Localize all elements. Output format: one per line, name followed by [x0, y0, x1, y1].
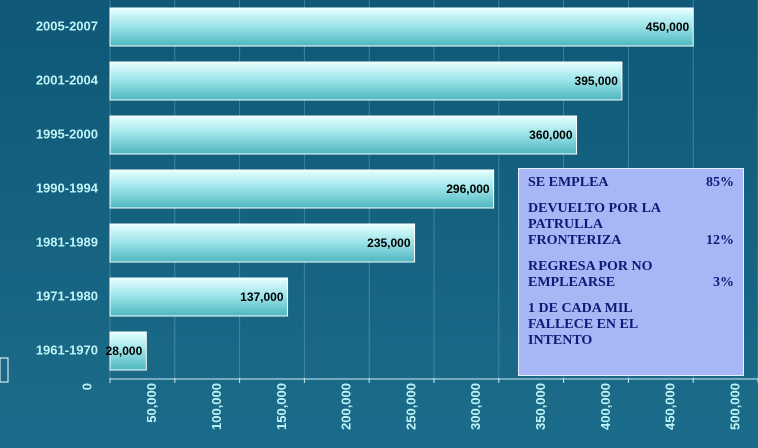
- x-tick-label: 100,000: [209, 383, 224, 430]
- annotation-text: SE EMPLEA: [528, 175, 609, 190]
- annotation-box: SE EMPLEA 85% DEVUELTO POR LA PATRULLA FRO…: [518, 168, 744, 376]
- annotation-text: 1 DE CADA MIL FALLECE EN EL INTENTO: [528, 301, 638, 348]
- y-tick-label: 2001-2004: [36, 72, 99, 87]
- y-tick-label: 1981-1989: [36, 234, 98, 249]
- x-tick-label: 300,000: [468, 383, 483, 430]
- x-tick-label: 500,000: [727, 383, 742, 430]
- bar: [109, 7, 694, 47]
- annotation-value: 85%: [706, 175, 734, 190]
- annotation-text: DEVUELTO POR LA PATRULLA FRONTERIZA: [528, 201, 661, 248]
- bar: [109, 223, 416, 263]
- bar: [109, 277, 289, 317]
- annotation-value: 3%: [713, 275, 734, 290]
- value-label: 28,000: [106, 344, 143, 358]
- value-label: 450,000: [646, 20, 690, 34]
- annotation-value: 12%: [706, 233, 734, 248]
- bar: [109, 331, 147, 371]
- bar: [109, 169, 495, 209]
- y-tick-label: 1995-2000: [36, 126, 98, 141]
- x-tick-label: 200,000: [339, 383, 354, 430]
- x-tick-label: 0: [79, 383, 94, 390]
- value-label: 395,000: [575, 74, 619, 88]
- annotation: 1 DE CADA MIL FALLECE EN EL INTENTO: [528, 301, 734, 349]
- x-tick-label: 250,000: [403, 383, 418, 430]
- x-tick-label: 450,000: [663, 383, 678, 430]
- value-label: 137,000: [240, 290, 284, 304]
- x-tick-label: 350,000: [533, 383, 548, 430]
- x-tick-label: 150,000: [274, 383, 289, 430]
- value-label: 235,000: [367, 236, 411, 250]
- y-tick-label: 1961-1970: [36, 342, 98, 357]
- y-tick-label: 1990-1994: [36, 180, 99, 195]
- y-tick-label: 2005-2007: [36, 18, 98, 33]
- bar: [109, 115, 578, 155]
- y-tick-label: 1971-1980: [36, 288, 98, 303]
- x-tick-label: 50,000: [144, 383, 159, 423]
- x-tick-label: 400,000: [598, 383, 613, 430]
- value-label: 360,000: [529, 128, 573, 142]
- annotation: DEVUELTO POR LA PATRULLA FRONTERIZA 12%: [528, 201, 734, 249]
- value-label: 296,000: [446, 182, 490, 196]
- decor-box: [0, 357, 9, 383]
- annotation-text: REGRESA POR NO EMPLEARSE: [528, 259, 653, 290]
- annotation: REGRESA POR NO EMPLEARSE 3%: [528, 259, 734, 291]
- annotation: SE EMPLEA 85%: [528, 175, 734, 191]
- bar: [109, 61, 623, 101]
